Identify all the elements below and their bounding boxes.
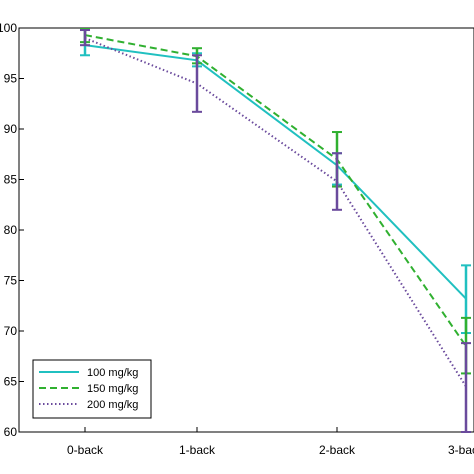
y-tick-label: 65 [4, 375, 18, 389]
legend-label: 200 mg/kg [87, 399, 138, 411]
series-layer [80, 28, 471, 433]
y-tick-label: 75 [4, 274, 18, 288]
x-tick-label: 2-back [319, 443, 356, 457]
series-line [84, 34, 467, 347]
series-line [84, 44, 467, 300]
y-tick-label: 70 [4, 324, 18, 338]
error-bar [461, 342, 471, 433]
series-0 [80, 29, 471, 335]
legend-label: 150 mg/kg [87, 383, 138, 395]
legend-label: 100 mg/kg [87, 367, 138, 379]
axes: 60 65 70 75 80 85 90 95 100 0-back 1-back 2-back 3-b… [0, 21, 474, 457]
x-tick-label: 3-back [448, 443, 474, 457]
y-tick-label: 90 [4, 122, 18, 136]
y-tick-label: 80 [4, 223, 18, 237]
y-tick-label: 100 [0, 21, 17, 35]
error-bar [80, 29, 90, 47]
y-tick-label: 85 [4, 173, 18, 187]
series-line [84, 37, 467, 388]
series-2 [80, 29, 471, 433]
y-tick-label: 60 [4, 425, 18, 439]
series-1 [80, 28, 471, 375]
x-tick-label: 0-back [67, 443, 104, 457]
legend: 100 mg/kg 150 mg/kg 200 mg/kg [32, 359, 152, 419]
y-tick-label: 95 [4, 72, 18, 86]
x-tick-label: 1-back [179, 443, 216, 457]
